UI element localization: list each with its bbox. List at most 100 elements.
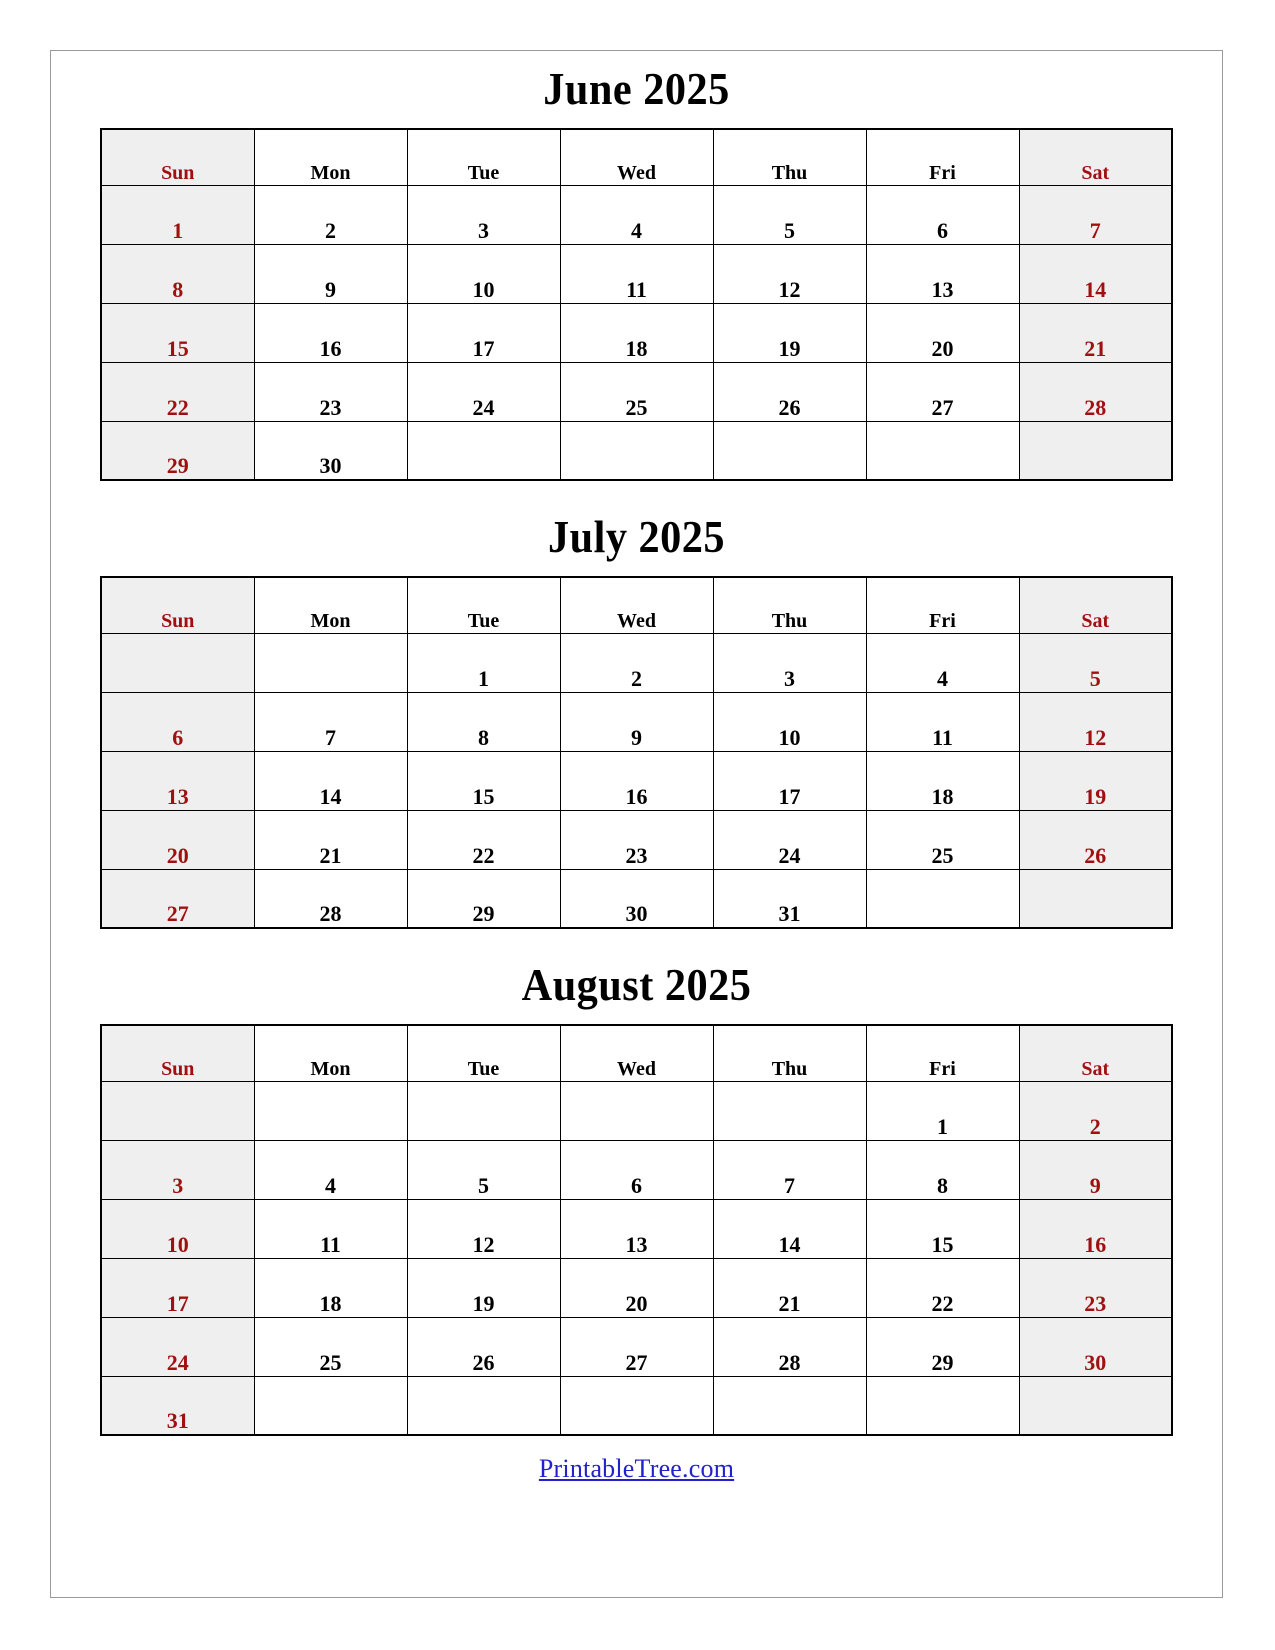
day-cell[interactable]: 21: [712, 1257, 867, 1318]
day-cell[interactable]: 2: [559, 632, 714, 693]
day-cell[interactable]: 10: [100, 1198, 255, 1259]
day-cell[interactable]: 4: [559, 184, 714, 245]
day-cell[interactable]: 18: [253, 1257, 408, 1318]
day-cell[interactable]: 17: [100, 1257, 255, 1318]
day-cell[interactable]: 14: [1018, 243, 1173, 304]
day-cell[interactable]: 24: [406, 361, 561, 422]
day-cell[interactable]: 12: [406, 1198, 561, 1259]
day-cell[interactable]: 8: [406, 691, 561, 752]
day-cell[interactable]: 22: [865, 1257, 1020, 1318]
day-cell[interactable]: 1: [406, 632, 561, 693]
day-cell[interactable]: 9: [253, 243, 408, 304]
day-cell[interactable]: 9: [559, 691, 714, 752]
day-cell[interactable]: 6: [559, 1139, 714, 1200]
weekday-header-sun: Sun: [100, 576, 255, 634]
day-cell[interactable]: 20: [559, 1257, 714, 1318]
day-cell[interactable]: 23: [559, 809, 714, 870]
day-cell[interactable]: 29: [100, 420, 255, 481]
day-cell[interactable]: 21: [1018, 302, 1173, 363]
day-cell[interactable]: 24: [712, 809, 867, 870]
day-cell[interactable]: 17: [712, 750, 867, 811]
weekday-header-row: Sun Mon Tue Wed Thu Fri Sat: [100, 1024, 1173, 1082]
day-cell[interactable]: 15: [865, 1198, 1020, 1259]
day-cell[interactable]: 25: [559, 361, 714, 422]
day-cell[interactable]: 22: [100, 361, 255, 422]
day-cell[interactable]: 18: [559, 302, 714, 363]
day-cell[interactable]: 20: [100, 809, 255, 870]
day-cell[interactable]: 8: [865, 1139, 1020, 1200]
day-cell[interactable]: 19: [712, 302, 867, 363]
day-cell[interactable]: 2: [253, 184, 408, 245]
day-cell[interactable]: 29: [406, 868, 561, 929]
week-row: 17 18 19 20 21 22 23: [100, 1257, 1173, 1318]
day-cell[interactable]: 18: [865, 750, 1020, 811]
day-cell[interactable]: 5: [406, 1139, 561, 1200]
day-cell[interactable]: 6: [865, 184, 1020, 245]
day-cell[interactable]: 3: [712, 632, 867, 693]
day-cell[interactable]: 30: [559, 868, 714, 929]
day-cell[interactable]: 23: [253, 361, 408, 422]
day-cell[interactable]: 8: [100, 243, 255, 304]
printabletree-link[interactable]: PrintableTree.com: [538, 1454, 735, 1483]
day-cell[interactable]: 4: [253, 1139, 408, 1200]
day-cell[interactable]: 1: [100, 184, 255, 245]
day-cell[interactable]: 28: [712, 1316, 867, 1377]
day-cell[interactable]: 27: [559, 1316, 714, 1377]
day-cell[interactable]: 13: [865, 243, 1020, 304]
day-cell[interactable]: 22: [406, 809, 561, 870]
day-cell[interactable]: 1: [865, 1080, 1020, 1141]
day-cell[interactable]: 6: [100, 691, 255, 752]
day-cell[interactable]: 11: [865, 691, 1020, 752]
day-cell[interactable]: 25: [865, 809, 1020, 870]
day-cell[interactable]: 27: [100, 868, 255, 929]
day-cell[interactable]: 14: [253, 750, 408, 811]
day-cell[interactable]: 16: [1018, 1198, 1173, 1259]
day-cell[interactable]: 14: [712, 1198, 867, 1259]
day-cell[interactable]: 28: [253, 868, 408, 929]
day-cell[interactable]: 19: [1018, 750, 1173, 811]
day-cell[interactable]: 10: [712, 691, 867, 752]
week-row: 29 30: [100, 420, 1173, 481]
day-cell[interactable]: 15: [406, 750, 561, 811]
day-cell[interactable]: 7: [1018, 184, 1173, 245]
day-cell[interactable]: 4: [865, 632, 1020, 693]
day-cell[interactable]: 3: [100, 1139, 255, 1200]
day-cell[interactable]: 21: [253, 809, 408, 870]
day-cell[interactable]: 11: [253, 1198, 408, 1259]
day-cell[interactable]: 7: [253, 691, 408, 752]
day-cell[interactable]: 3: [406, 184, 561, 245]
day-cell[interactable]: 13: [100, 750, 255, 811]
day-cell[interactable]: 19: [406, 1257, 561, 1318]
day-cell[interactable]: 26: [712, 361, 867, 422]
day-cell[interactable]: 17: [406, 302, 561, 363]
day-cell-empty: [712, 420, 867, 481]
day-cell[interactable]: 29: [865, 1316, 1020, 1377]
day-cell[interactable]: 23: [1018, 1257, 1173, 1318]
day-cell[interactable]: 31: [712, 868, 867, 929]
day-cell[interactable]: 5: [1018, 632, 1173, 693]
day-cell[interactable]: 12: [712, 243, 867, 304]
day-cell[interactable]: 27: [865, 361, 1020, 422]
day-cell[interactable]: 20: [865, 302, 1020, 363]
weekday-header-row: Sun Mon Tue Wed Thu Fri Sat: [100, 128, 1173, 186]
day-cell[interactable]: 13: [559, 1198, 714, 1259]
day-cell[interactable]: 26: [1018, 809, 1173, 870]
day-cell[interactable]: 7: [712, 1139, 867, 1200]
day-cell[interactable]: 12: [1018, 691, 1173, 752]
day-cell[interactable]: 26: [406, 1316, 561, 1377]
day-cell[interactable]: 10: [406, 243, 561, 304]
day-cell[interactable]: 15: [100, 302, 255, 363]
day-cell[interactable]: 28: [1018, 361, 1173, 422]
day-cell[interactable]: 5: [712, 184, 867, 245]
day-cell[interactable]: 2: [1018, 1080, 1173, 1141]
day-cell[interactable]: 16: [559, 750, 714, 811]
day-cell[interactable]: 30: [253, 420, 408, 481]
day-cell[interactable]: 25: [253, 1316, 408, 1377]
day-cell[interactable]: 24: [100, 1316, 255, 1377]
day-cell[interactable]: 9: [1018, 1139, 1173, 1200]
day-cell[interactable]: 30: [1018, 1316, 1173, 1377]
weekday-header-tue: Tue: [406, 576, 561, 634]
day-cell[interactable]: 16: [253, 302, 408, 363]
day-cell[interactable]: 31: [100, 1375, 255, 1436]
day-cell[interactable]: 11: [559, 243, 714, 304]
